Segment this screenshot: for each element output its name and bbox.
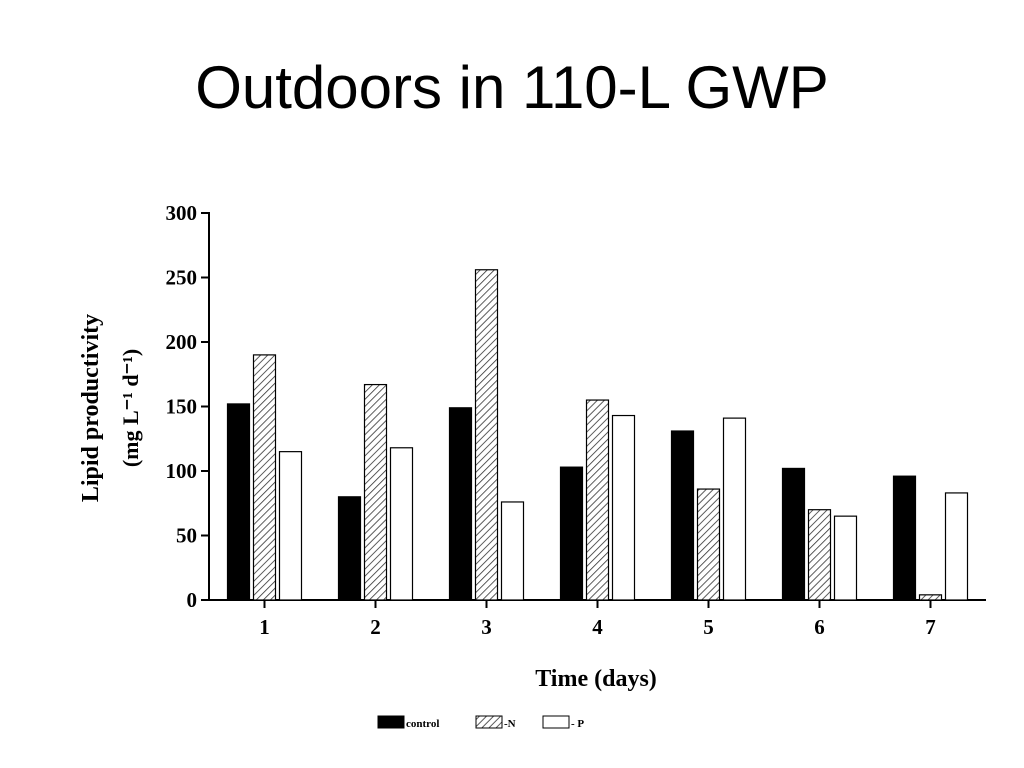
bar-control-day-6 (781, 467, 806, 601)
bar-p-day-1 (278, 451, 303, 601)
bar-n-day-7 (918, 594, 943, 601)
bar-p-day-6 (833, 515, 858, 601)
bar-p-day-4 (611, 414, 636, 601)
y-tick-label: 250 (166, 266, 198, 290)
y-tick-label: 50 (176, 524, 197, 548)
y-tick-label: 150 (166, 395, 198, 419)
bar-control-day-1 (226, 403, 251, 601)
legend-swatch-n (475, 715, 503, 729)
y-ticks: 0 50 100 150 200 250 300 (166, 201, 209, 612)
legend-swatch-control (377, 715, 405, 729)
bar-n-day-6 (807, 509, 832, 601)
bar-n-day-2 (363, 383, 388, 601)
legend-label-control: control (406, 718, 439, 730)
bars (226, 269, 969, 601)
bar-control-day-3 (448, 407, 473, 601)
bar-n-day-5 (696, 488, 721, 601)
y-tick-label: 300 (166, 201, 198, 225)
x-ticks: 1 2 3 4 5 6 7 (259, 600, 936, 639)
bar-p-day-7 (944, 492, 969, 601)
bar-n-day-3 (474, 269, 499, 601)
legend-label-p: - P (571, 718, 584, 730)
bar-p-day-3 (500, 501, 525, 601)
x-tick-label: 6 (814, 615, 825, 639)
x-axis-title: Time (days) (535, 666, 657, 692)
bar-control-day-7 (892, 475, 917, 601)
x-tick-label: 3 (481, 615, 492, 639)
bar-p-day-5 (722, 417, 747, 601)
x-tick-label: 2 (370, 615, 381, 639)
y-axis-title: Lipid productivity (78, 314, 104, 502)
y-axis-units: (mg L⁻¹ d⁻¹) (118, 349, 143, 467)
y-tick-label: 0 (187, 588, 198, 612)
bar-control-day-2 (337, 496, 362, 601)
x-tick-label: 1 (259, 615, 270, 639)
legend-label-n: -N (504, 718, 516, 730)
x-tick-label: 4 (592, 615, 603, 639)
legend: control -N - P (377, 715, 584, 730)
bar-n-day-1 (252, 354, 277, 601)
bar-control-day-4 (559, 466, 584, 601)
x-tick-label: 5 (703, 615, 714, 639)
y-tick-label: 100 (166, 459, 198, 483)
legend-swatch-p (542, 715, 570, 729)
bar-control-day-5 (670, 430, 695, 601)
slide-title: Outdoors in 110-L GWP (195, 54, 829, 121)
bar-n-day-4 (585, 399, 610, 601)
y-tick-label: 200 (166, 330, 198, 354)
bar-p-day-2 (389, 447, 414, 601)
x-tick-label: 7 (925, 615, 936, 639)
